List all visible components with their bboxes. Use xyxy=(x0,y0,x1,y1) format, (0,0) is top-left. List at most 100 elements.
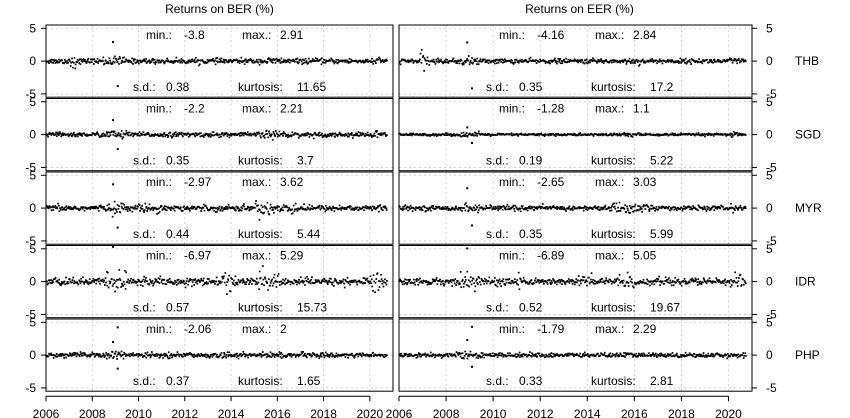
panel-php-eer-point xyxy=(415,356,418,359)
panel-myr-ber-point xyxy=(280,207,283,210)
panel-myr-ber-point xyxy=(226,206,229,209)
panel-myr-ber-point xyxy=(355,208,357,210)
panel-thb-ber-point xyxy=(180,57,183,60)
panel-idr-ber-point xyxy=(203,283,206,286)
panel-thb-ber-point xyxy=(71,57,73,60)
panel-myr-ber-point xyxy=(370,207,372,209)
panel-idr-ber-point xyxy=(266,281,268,284)
panel-myr-ber-point xyxy=(211,207,214,210)
panel-idr-eer-point xyxy=(478,281,481,283)
panel-php-eer-point xyxy=(467,355,469,357)
panel-myr-eer-point xyxy=(744,207,747,210)
panel-idr-eer-point xyxy=(440,283,442,286)
panel-thb-eer-min-point xyxy=(470,87,473,90)
panel-thb-eer-point xyxy=(629,62,632,65)
panel-thb-ber-point xyxy=(348,57,351,60)
panel-thb-ber-point xyxy=(194,56,197,59)
panel-php-ber-point xyxy=(258,352,261,355)
panel-idr-eer-point xyxy=(461,280,464,283)
panel-myr-ber-point xyxy=(241,207,244,210)
panel-sgd-eer-point xyxy=(604,133,607,136)
panel-idr-eer-point xyxy=(580,278,583,281)
panel-idr-ber-point xyxy=(143,275,145,278)
panel-idr-eer-point xyxy=(455,284,458,286)
panel-php-ber-point xyxy=(313,352,315,355)
panel-sgd-ber-point xyxy=(57,131,59,134)
panel-idr-ber-point xyxy=(347,282,350,284)
panel-idr-ber-point xyxy=(234,281,237,284)
panel-idr-ber-point xyxy=(262,265,264,267)
panel-myr-eer-point xyxy=(625,211,627,214)
panel-myr-ber-point xyxy=(132,206,134,209)
panel-php-ber-point xyxy=(235,356,238,359)
panel-idr-ber-point xyxy=(193,284,195,286)
panel-myr-eer-point xyxy=(744,205,747,208)
panel-php-ber-point xyxy=(329,354,331,357)
panel-thb-eer-point xyxy=(734,58,737,60)
panel-php-ber-point xyxy=(259,353,262,355)
panel-idr-ber-point xyxy=(231,281,234,284)
panel-php-eer-point xyxy=(479,355,482,358)
panel-thb-ber-point xyxy=(198,64,200,67)
panel-sgd-eer-point xyxy=(511,134,514,137)
panel-thb-ber-point xyxy=(145,58,148,60)
panel-sgd-ber-point xyxy=(130,134,132,136)
panel-sgd-ber-point xyxy=(220,135,222,138)
panel-php-eer-point xyxy=(505,355,508,358)
panel-myr-eer-point xyxy=(407,209,409,212)
panel-thb-ber-point xyxy=(308,60,311,63)
panel-thb-ber-point xyxy=(173,60,176,62)
panel-sgd-ber-point xyxy=(66,133,69,136)
panel-idr-eer-point xyxy=(444,281,447,283)
panel-idr-eer-point xyxy=(497,279,500,282)
panel-idr-ber-point xyxy=(327,281,330,283)
panel-sgd-ber-point xyxy=(230,134,233,137)
panel-php-ber-point xyxy=(72,354,74,357)
panel-idr-eer-point xyxy=(464,278,467,281)
panel-idr-ber-point xyxy=(142,278,145,281)
panel-sgd-ber-point xyxy=(246,131,249,133)
panel-myr-eer-point xyxy=(503,205,505,208)
panel-sgd-eer-point xyxy=(489,133,491,136)
panel-idr-ber-point xyxy=(187,283,189,286)
panel-myr-eer-point xyxy=(613,202,616,205)
panel-idr-ber-point xyxy=(295,280,298,282)
panel-myr-ber-point xyxy=(235,205,238,208)
panel-thb-eer-point xyxy=(529,56,532,59)
panel-php-ber-point xyxy=(191,354,194,356)
panel-sgd-eer-point xyxy=(730,136,733,138)
panel-myr-ber-point xyxy=(268,213,271,216)
panel-myr-eer-point xyxy=(728,206,731,209)
panel-idr-eer-point xyxy=(504,283,506,285)
panel-idr-eer-point xyxy=(734,271,736,274)
panel-idr-ber-point xyxy=(249,279,252,282)
panel-thb-ber-point xyxy=(76,61,78,64)
panel-thb-eer-point xyxy=(414,59,417,62)
panel-idr-ber-point xyxy=(103,279,105,282)
panel-php-eer-point xyxy=(405,353,408,356)
panel-sgd-eer-point xyxy=(445,134,448,136)
panel-idr-eer-point xyxy=(744,281,747,284)
panel-thb-ber-point xyxy=(164,60,167,63)
panel-idr-ber-point xyxy=(287,281,290,283)
panel-thb-ber-point xyxy=(151,59,153,61)
panel-idr-ber-point xyxy=(306,280,309,283)
panel-myr-ber-point xyxy=(347,206,350,208)
panel-myr-ber-point xyxy=(82,206,85,208)
panel-thb-eer-point xyxy=(726,59,729,62)
panel-idr-eer-point xyxy=(579,279,582,282)
panel-php-eer-point xyxy=(418,353,420,356)
panel-sgd-eer-point xyxy=(447,133,450,136)
panel-idr-eer-point xyxy=(634,283,637,286)
panel-php-ber-point xyxy=(224,355,227,358)
panel-myr-ber-point xyxy=(239,209,242,212)
panel-myr-eer-point xyxy=(539,207,542,210)
panel-thb-eer-point xyxy=(443,61,446,64)
panel-thb-eer-point xyxy=(744,59,747,62)
panel-sgd-eer-point xyxy=(570,132,573,135)
panel-sgd-eer-point xyxy=(737,134,740,136)
panel-idr-ber-point xyxy=(338,279,341,282)
panel-thb-eer-point xyxy=(678,60,681,63)
panel-idr-ber-point xyxy=(104,277,107,280)
panel-thb-ber-point xyxy=(186,61,189,64)
